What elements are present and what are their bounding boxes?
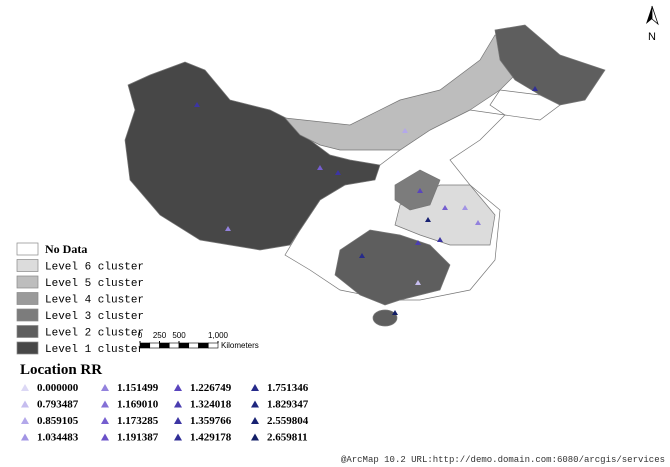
- rr-symbol: [21, 417, 29, 424]
- marker: [335, 170, 341, 175]
- legend-swatch: [16, 275, 39, 289]
- marker: [532, 86, 538, 91]
- rr-label: 0.000000: [37, 382, 79, 394]
- legend-swatch: [16, 341, 39, 355]
- rr-symbol: [101, 417, 109, 424]
- rr-label: 1.751346: [267, 382, 309, 394]
- legend-label: No Data: [45, 242, 87, 256]
- rr-label: 1.173285: [117, 415, 159, 427]
- scale-unit: Kilometers: [221, 341, 259, 350]
- marker: [462, 205, 468, 210]
- legend-label: Level 2 cluster: [45, 328, 144, 340]
- scale-segment: [149, 342, 160, 349]
- scale-label: 0: [138, 331, 143, 340]
- marker: [425, 217, 431, 222]
- legend-label: Level 5 cluster: [45, 278, 144, 290]
- marker: [417, 188, 423, 193]
- north-label: N: [648, 31, 656, 43]
- rr-symbol: [174, 433, 182, 441]
- legend-swatch: [16, 242, 39, 256]
- markers: [194, 86, 538, 315]
- arrow: [651, 5, 659, 26]
- legend-swatch: [16, 325, 39, 338]
- legend-swatch: [16, 259, 39, 272]
- rr-label: 1.151499: [117, 382, 159, 394]
- marker: [437, 237, 443, 242]
- scale-label: 250: [153, 331, 167, 340]
- region: [489, 89, 561, 121]
- region: [394, 169, 441, 211]
- legend-swatch: [16, 308, 39, 322]
- rr-label: 1.359766: [190, 415, 232, 427]
- north-arrow: N: [646, 5, 659, 43]
- rr-label: 1.429178: [190, 432, 232, 444]
- scale-segment: [139, 342, 151, 349]
- rr-symbol: [251, 384, 259, 391]
- rr-label: 2.659811: [267, 432, 308, 444]
- marker: [359, 253, 365, 258]
- region: [372, 309, 398, 327]
- map: [124, 24, 606, 327]
- scale-segment: [188, 342, 199, 349]
- marker: [442, 205, 448, 210]
- scale-segment: [207, 342, 219, 349]
- rr-symbol: [174, 384, 182, 391]
- rr-symbol: [101, 384, 109, 391]
- rr-symbol: [174, 400, 182, 408]
- rr-symbol: [251, 433, 259, 441]
- legend-label: Level 3 cluster: [45, 311, 144, 323]
- marker: [317, 165, 323, 170]
- rr-label: 1.169010: [117, 399, 159, 411]
- rr-symbol: [251, 417, 259, 424]
- marker: [402, 128, 408, 133]
- marker: [194, 102, 200, 107]
- scale-segment: [159, 342, 170, 349]
- region: [334, 229, 451, 306]
- rr-symbol: [21, 384, 29, 391]
- legend-label: Level 1 cluster: [45, 344, 144, 356]
- scale-segment: [168, 342, 180, 349]
- rr-symbol: [174, 417, 182, 424]
- marker: [225, 226, 231, 231]
- arrow: [646, 6, 652, 24]
- legend-label: Level 6 cluster: [45, 262, 144, 274]
- marker: [475, 220, 481, 225]
- region: [494, 24, 606, 106]
- marker: [392, 310, 398, 315]
- scale-segment: [178, 342, 190, 349]
- rr-symbol: [251, 400, 259, 408]
- region: [124, 61, 381, 251]
- rr-symbol: [101, 400, 109, 408]
- rr-label: 1.191387: [117, 432, 159, 444]
- rr-label: 0.793487: [37, 399, 79, 411]
- marker: [415, 240, 421, 245]
- scale-label: 1,000: [208, 331, 229, 340]
- rr-title: Location RR: [20, 362, 102, 378]
- marker: [415, 280, 421, 285]
- credit: @ArcMap 10.2 URL:http://demo.domain.com:…: [341, 455, 665, 465]
- rr-label: 1.226749: [190, 382, 232, 394]
- rr-symbol: [21, 433, 29, 441]
- rr-symbol: [101, 433, 109, 441]
- rr-label: 2.559804: [267, 415, 309, 427]
- rr-label: 1.034483: [37, 432, 79, 444]
- rr-symbol: [21, 400, 29, 408]
- scale-label: 500: [172, 331, 186, 340]
- legend-swatch: [16, 292, 39, 305]
- rr-label: 1.324018: [190, 399, 232, 411]
- legend-label: Level 4 cluster: [45, 295, 144, 307]
- rr-label: 0.859105: [37, 415, 79, 427]
- rr-label: 1.829347: [267, 399, 309, 411]
- scale-segment: [198, 342, 209, 349]
